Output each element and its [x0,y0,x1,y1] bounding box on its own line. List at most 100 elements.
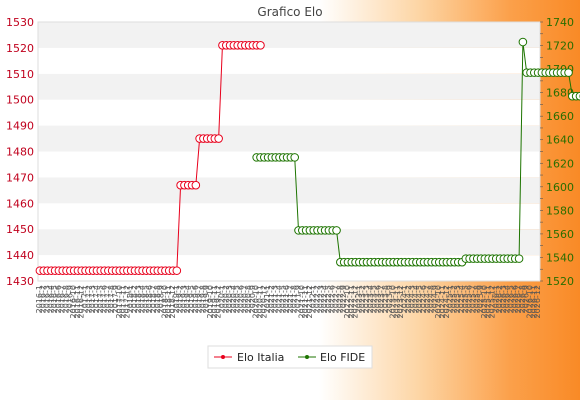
grid-band [38,22,540,48]
data-point-elo-fide [514,254,524,263]
x-tick-label: 2023-4 [366,285,375,313]
x-tick-label: 2021-8 [290,285,299,313]
x-tick-label: 2026-4 [503,285,512,313]
x-tick-label: 2020-4 [229,285,238,313]
x-tick-label: 2017-2 [84,285,93,313]
x-tick-label: 2024-5 [415,285,424,313]
x-tick-label: 2021-11 [301,285,310,318]
x-tick-label: 2022-2 [313,285,322,313]
x-tick-label: 2023-3 [362,285,371,313]
x-tick-label: 2023-12 [396,285,405,318]
x-tick-label: 2026-1 [491,285,500,313]
x-tick-label: 2026-5 [506,285,515,313]
x-tick-label: 2017-9 [111,285,120,313]
x-tick-label: 2025-4 [457,285,466,313]
x-tick-label: 2026-12 [533,285,542,318]
x-tick-label: 2024-9 [430,285,439,313]
x-tick-label: 2020-6 [236,285,245,313]
x-tick-label: 2017-12 [122,285,131,318]
x-tick-label: 2023-10 [389,285,398,318]
x-tick-label: 2016-2 [39,285,48,313]
x-tick-label: 2019-6 [191,285,200,313]
x-tick-label: 2022-6 [328,285,337,313]
x-tick-label: 2021-1 [263,285,272,313]
x-tick-label: 2022-5 [324,285,333,313]
left-tick-label: 1510 [6,68,34,81]
x-tick-label: 2016-12 [77,285,86,318]
legend-marker-elo-italia [221,355,225,359]
x-tick-label: 2026-8 [518,285,527,313]
left-tick-label: 1440 [6,249,34,262]
grid-band [38,99,540,126]
x-tick-label: 2021-6 [282,285,291,313]
x-tick-label: 2023-9 [385,285,394,313]
data-point-elo-fide [518,37,528,47]
x-tick-label: 2019-4 [183,285,192,313]
grid-band [38,125,540,152]
x-tick-label: 2026-3 [499,285,508,313]
left-tick-label: 1470 [6,171,34,184]
x-tick-label: 2020-10 [252,285,261,318]
x-tick-label: 2018-1 [126,285,135,313]
left-tick-label: 1520 [6,42,34,55]
x-tick-label: 2019-9 [202,285,211,313]
grid-band [38,229,540,256]
x-tick-label: 2025-12 [487,285,496,318]
right-tick-label: 1560 [546,228,574,241]
x-tick-label: 2018-5 [141,285,150,313]
x-tick-label: 2017-1 [81,285,90,313]
x-tick-label: 2020-11 [255,285,264,318]
x-tick-label: 2021-7 [286,285,295,313]
left-axis-ticks: 1430 1440 1450 1460 1470 1480 1490 1500 1510 1520… [6,16,34,288]
x-tick-label: 2018-10 [160,285,169,318]
right-tick-label: 1600 [546,181,574,194]
x-tick-label: 2024-4 [411,285,420,313]
x-tick-label: 2023-2 [358,285,367,313]
x-tick-label: 2024-8 [427,285,436,313]
x-tick-label: 2020-2 [221,285,230,313]
data-point-elo-italia [256,41,265,50]
grid-bands [37,21,541,282]
x-tick-label: 2016-9 [65,285,74,313]
x-tick-label: 2021-5 [278,285,287,313]
legend-label-elo-fide: Elo FIDE [320,351,365,364]
x-tick-label: 2016-11 [73,285,82,318]
x-tick-label: 2016-8 [62,285,71,313]
left-tick-label: 1500 [6,94,34,107]
right-tick-label: 1620 [546,157,574,170]
x-tick-label: 2024-2 [404,285,413,313]
legend-marker-elo-fide [305,355,309,359]
x-tick-label: 2018-11 [164,285,173,318]
x-tick-label: 2020-8 [244,285,253,313]
x-tick-label: 2019-8 [198,285,207,313]
data-point-elo-italia [214,134,223,143]
x-tick-label: 2018-3 [134,285,143,313]
x-tick-label: 2023-8 [381,285,390,313]
x-tick-label: 2026-6 [510,285,519,313]
x-tick-label: 2017-11 [119,285,128,318]
chart-title: Grafico Elo [257,5,322,19]
grid-band [38,73,540,100]
x-tick-label: 2022-7 [332,285,341,313]
right-tick-label: 1720 [546,40,574,53]
x-tick-label: 2020-12 [259,285,268,318]
x-tick-label: 2016-1 [35,285,44,313]
x-tick-label: 2016-6 [54,285,63,313]
x-tick-label: 2017-6 [100,285,109,313]
x-tick-label: 2026-10 [525,285,534,318]
x-tick-label: 2021-2 [267,285,276,313]
data-point-elo-fide [290,153,300,162]
x-tick-label: 2020-5 [233,285,242,313]
x-tick-label: 2018-7 [149,285,158,313]
x-tick-label: 2024-1 [400,285,409,313]
x-tick-label: 2023-7 [377,285,386,313]
right-axis-ticks: 1520154015601580160016201640166016801700… [540,16,574,288]
x-tick-label: 2022-1 [309,285,318,313]
x-tick-label: 2022-9 [339,285,348,313]
x-tick-label: 2018-12 [168,285,177,318]
x-tick-label: 2016-5 [50,285,59,313]
x-tick-label: 2018-2 [130,285,139,313]
right-tick-label: 1520 [546,275,574,288]
